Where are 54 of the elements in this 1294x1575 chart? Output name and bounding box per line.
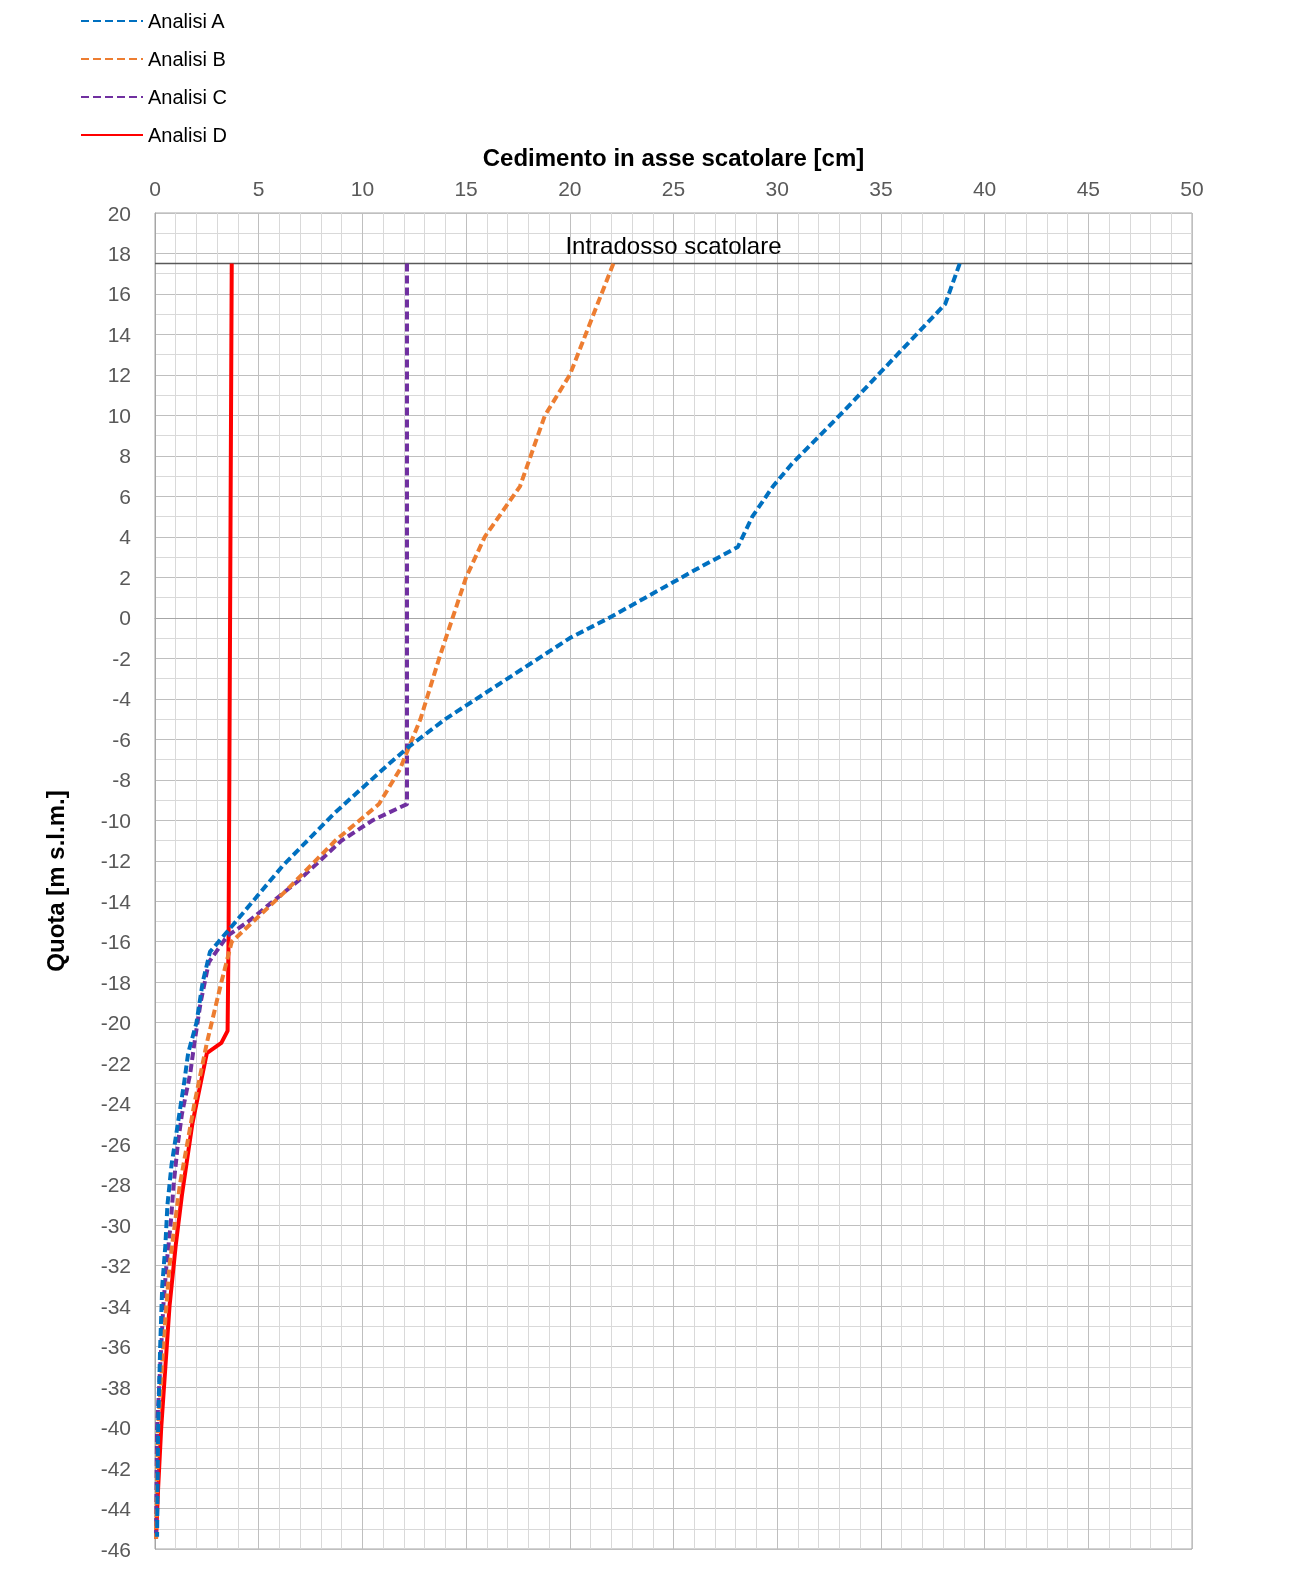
y-tick-label: -36 (100, 1335, 131, 1359)
y-tick-label: 6 (119, 484, 131, 508)
x-tick-label: 50 (1180, 177, 1204, 200)
y-tick-label: -42 (100, 1456, 131, 1480)
x-axis-title: Cedimento in asse scatolare [cm] (482, 143, 865, 171)
y-tick-label: 20 (107, 201, 131, 225)
x-tick-label: 20 (558, 177, 582, 200)
x-tick-label: 30 (765, 177, 789, 200)
y-tick-label: -22 (100, 1051, 131, 1075)
y-tick-label: -18 (100, 970, 131, 994)
y-tick-label: -14 (100, 889, 132, 913)
y-tick-label: -34 (100, 1294, 132, 1318)
x-tick-label: 15 (454, 177, 478, 200)
y-tick-label: -8 (112, 768, 131, 792)
y-tick-label: -2 (112, 646, 131, 670)
y-tick-label: -40 (100, 1416, 131, 1440)
x-tick-label: 40 (972, 177, 997, 200)
y-tick-label: 10 (107, 403, 131, 427)
y-tick-label: -16 (100, 930, 131, 954)
y-tick-label: 4 (119, 525, 132, 549)
y-tick-label: -4 (112, 687, 132, 711)
x-tick-label: 5 (252, 177, 265, 200)
y-tick-label: 16 (107, 282, 131, 306)
legend-label: Analisi C (148, 86, 227, 108)
legend-label: Analisi D (148, 124, 227, 146)
legend-label: Analisi A (148, 10, 226, 32)
y-tick-label: -30 (100, 1213, 131, 1237)
line-series (154, 261, 616, 1541)
y-tick-label: -26 (100, 1132, 131, 1156)
y-tick-label: 0 (119, 606, 131, 630)
x-tick-label: 35 (869, 177, 893, 200)
y-axis-title: Quota [m s.l.m.] (41, 790, 69, 972)
legend-label: Analisi B (148, 48, 226, 70)
y-tick-label: -24 (100, 1092, 132, 1116)
y-tick-label: -12 (100, 849, 131, 873)
y-tick-label: 14 (107, 322, 132, 346)
x-tick-label: 45 (1076, 177, 1100, 200)
y-tick-label: 18 (107, 241, 131, 265)
y-tick-label: -46 (100, 1537, 131, 1561)
y-tick-label: -10 (100, 808, 131, 832)
x-tick-label: 10 (350, 177, 375, 200)
y-tick-label: -32 (100, 1254, 131, 1278)
y-tick-label: 2 (119, 565, 131, 589)
y-tick-label: -20 (100, 1011, 131, 1035)
y-tick-label: 12 (107, 363, 131, 387)
x-tick-label: 25 (661, 177, 686, 200)
x-tick-label: 0 (149, 177, 161, 200)
y-tick-label: -28 (100, 1173, 131, 1197)
y-tick-label: -44 (100, 1497, 132, 1521)
ref-line-label: Intradosso scatolare (565, 232, 782, 260)
y-tick-label: -38 (100, 1375, 131, 1399)
y-tick-label: 8 (119, 444, 131, 468)
line-series (155, 261, 962, 1539)
y-tick-label: -6 (112, 727, 131, 751)
